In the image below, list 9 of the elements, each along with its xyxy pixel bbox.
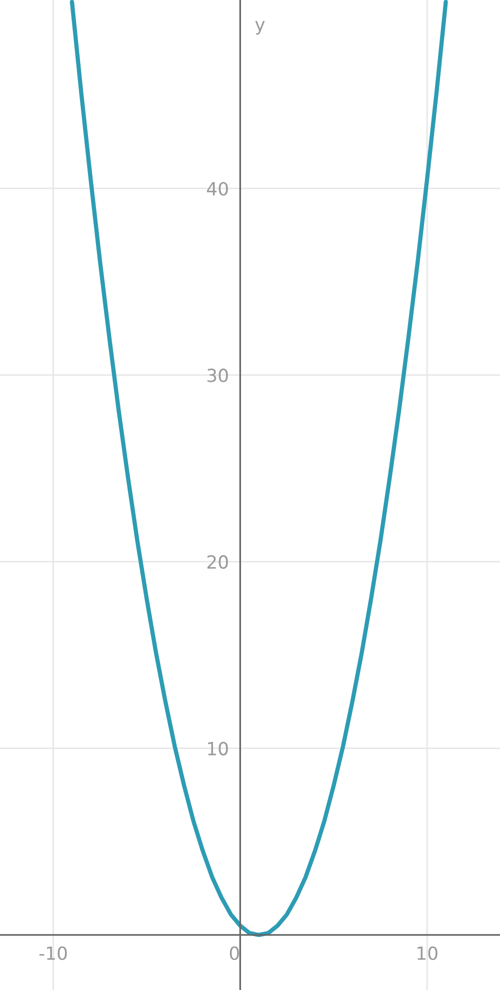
y-axis-title: y — [255, 21, 265, 35]
y-tick-label: 20 — [207, 555, 228, 569]
line-series — [70, 0, 448, 938]
x-tick-label: 10 — [418, 946, 438, 960]
x-tick-label: 0 — [230, 946, 239, 960]
x-tick-label: -10 — [39, 946, 67, 960]
y-tick-label: 40 — [206, 182, 228, 196]
y-tick-label: 30 — [207, 368, 228, 382]
y-tick-label: 10 — [208, 742, 228, 756]
